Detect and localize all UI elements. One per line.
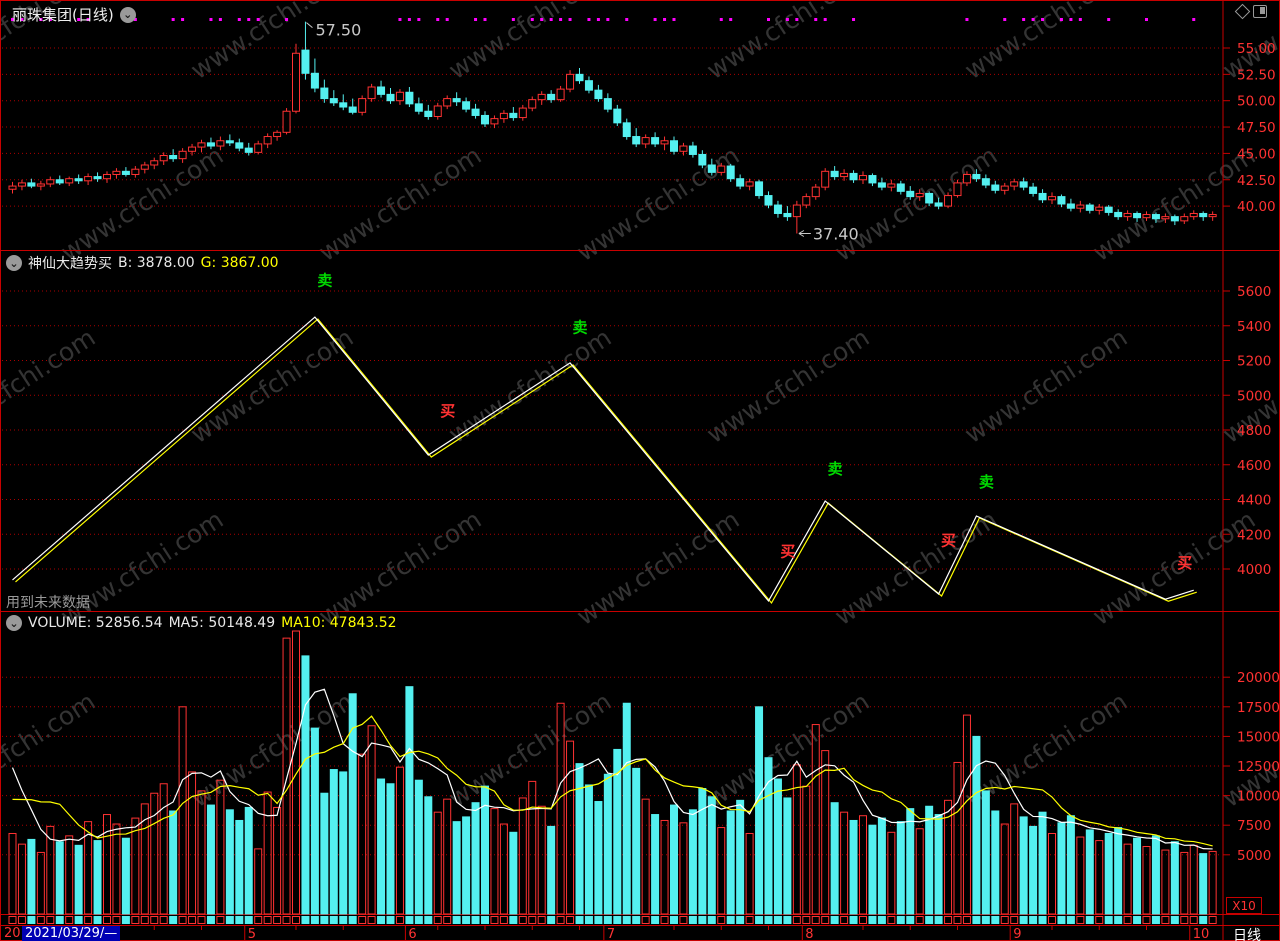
indicator-name: 神仙大趋势买: [28, 256, 112, 272]
svg-text:www.cfchi.com: www.cfchi.com: [1087, 141, 1260, 267]
svg-text:www.cfchi.com: www.cfchi.com: [701, 687, 874, 813]
sell-signal-label: 卖: [573, 318, 588, 336]
month-label: 10: [1193, 927, 1210, 941]
day-strip-layer: [8, 916, 1217, 924]
month-label: 6: [408, 927, 416, 941]
svg-text:www.cfchi.com: www.cfchi.com: [829, 141, 1002, 267]
axis-tick-label: 42.50: [1237, 173, 1276, 189]
volume-header: ⌄ VOLUME: 52856.54 MA5: 50148.49 MA10: 4…: [6, 615, 397, 631]
axis-tick-label: 52.50: [1237, 67, 1276, 83]
chart-title-bar: 丽珠集团(日线) ⌄: [12, 4, 136, 25]
month-label: 7: [607, 927, 615, 941]
svg-text:www.cfchi.com: www.cfchi.com: [701, 323, 874, 449]
axis-tick-label: 10000: [1237, 789, 1280, 805]
volume-ma5-value: MA5: 50148.49: [168, 615, 276, 631]
indicator-header: ⌄ 神仙大趋势买 B: 3878.00 G: 3867.00: [6, 253, 279, 273]
buy-signal-label: 买: [780, 543, 795, 561]
axis-tick-label: 5000: [1237, 388, 1271, 404]
volume-ma10-line: [12, 715, 1213, 847]
month-label: 5: [248, 927, 256, 941]
selected-date[interactable]: 2021/03/29/—: [22, 926, 121, 941]
volume-ma10-value: MA10: 47843.52: [281, 615, 397, 631]
svg-text:www.cfchi.com: www.cfchi.com: [1087, 505, 1260, 631]
future-data-note: 用到未来数据: [6, 595, 90, 611]
buy-signal-label: 买: [440, 402, 455, 420]
axis-tick-label: 40.00: [1237, 199, 1276, 215]
indicator-g-value: G: 3867.00: [200, 255, 279, 271]
axis-tick-label: 55.00: [1237, 41, 1276, 57]
candles-layer: [8, 21, 1217, 234]
month-label: 9: [1013, 927, 1021, 941]
axis-tick-label: 7500: [1237, 818, 1271, 834]
chevron-down-icon[interactable]: ⌄: [119, 6, 136, 23]
axis-tick-label: 4200: [1237, 527, 1271, 543]
period-label[interactable]: 日线: [1233, 928, 1261, 941]
svg-text:www.cfchi.com: www.cfchi.com: [313, 505, 486, 631]
axis-tick-label: 47.50: [1237, 120, 1276, 136]
event-markers-layer: [11, 18, 1196, 21]
axis-tick-label: 5400: [1237, 319, 1271, 335]
svg-text:www.cfchi.com: www.cfchi.com: [571, 505, 744, 631]
annotations-layer: 57.50 37.40: [306, 21, 859, 244]
axis-tick-label: 4000: [1237, 562, 1271, 578]
panel-layout-icon[interactable]: [1253, 5, 1267, 18]
axis-tick-label: 4800: [1237, 423, 1271, 439]
axis-tick-label: 5200: [1237, 354, 1271, 370]
chevron-down-icon[interactable]: ⌄: [6, 255, 22, 271]
svg-text:www.cfchi.com: www.cfchi.com: [55, 505, 228, 631]
svg-text:www.cfchi.com: www.cfchi.com: [701, 0, 874, 85]
sell-signal-label: 卖: [317, 272, 332, 290]
zigzag-g-line: [15, 318, 1197, 605]
chevron-down-icon[interactable]: ⌄: [6, 615, 22, 631]
svg-text:www.cfchi.com: www.cfchi.com: [185, 0, 358, 85]
axis-tick-label: 20000: [1237, 670, 1280, 686]
high-annotation: 57.50: [315, 21, 361, 40]
volume-bars-layer: [8, 630, 1217, 915]
month-label: 8: [805, 927, 813, 941]
axis-tick-label: 5600: [1237, 284, 1271, 300]
zigzag-b-line: [12, 316, 1194, 603]
grid-layer: [2, 47, 1230, 856]
svg-text:www.cfchi.com: www.cfchi.com: [959, 0, 1132, 85]
svg-text:www.cfchi.com: www.cfchi.com: [443, 0, 616, 85]
axis-tick-label: 12500: [1237, 759, 1280, 775]
axis-tick-label: 4600: [1237, 458, 1271, 474]
low-annotation: 37.40: [813, 225, 859, 244]
indicator-b-value: B: 3878.00: [118, 255, 195, 271]
axis-tick-label: 17500: [1237, 700, 1280, 716]
axis-tick-label: 15000: [1237, 729, 1280, 745]
axis-tick-label: 4400: [1237, 493, 1271, 509]
date-bar-left-count: 20: [4, 926, 21, 941]
date-axis[interactable]: 5 6 7 8 9 10: [59, 926, 1210, 941]
buy-signal-label: 买: [1177, 554, 1192, 572]
volume-scale-badge: X10: [1226, 897, 1262, 914]
sell-signal-label: 卖: [828, 460, 843, 478]
volume-value: VOLUME: 52856.54: [28, 615, 163, 631]
axis-labels-layer: 55.00 52.50 50.00 47.50 45.00 42.50 40.00 5600 5…: [1237, 41, 1280, 864]
svg-text:www.cfchi.com: www.cfchi.com: [0, 687, 100, 813]
svg-text:www.cfchi.com: www.cfchi.com: [185, 323, 358, 449]
svg-text:www.cfchi.com: www.cfchi.com: [313, 141, 486, 267]
watermark-layer: www.cfchi.com www.cfchi.com www.cfchi.com w…: [0, 0, 1280, 813]
zigzag-layer: [12, 316, 1197, 605]
sell-signal-label: 卖: [979, 473, 994, 491]
axis-tick-label: 5000: [1237, 848, 1271, 864]
axis-tick-label: 50.00: [1237, 94, 1276, 110]
volume-ma5-line: [11, 688, 1213, 850]
svg-text:www.cfchi.com: www.cfchi.com: [571, 141, 744, 267]
svg-text:www.cfchi.com: www.cfchi.com: [55, 141, 228, 267]
page-title: 丽珠集团(日线): [12, 6, 114, 24]
buy-signal-label: 买: [941, 531, 956, 549]
axis-tick-label: 45.00: [1237, 146, 1276, 162]
